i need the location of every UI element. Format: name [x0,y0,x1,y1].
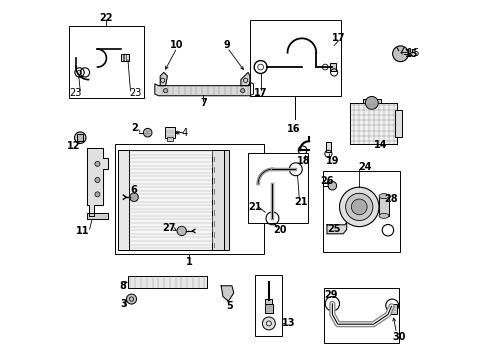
Circle shape [163,89,167,93]
Text: 23: 23 [129,88,141,98]
Bar [224,149,229,250]
Circle shape [95,161,100,166]
Bar [211,149,224,250]
Polygon shape [241,72,249,86]
Bar [362,99,380,103]
Bar [324,288,399,343]
Bar [255,275,282,336]
Circle shape [74,132,86,143]
Text: 19: 19 [325,156,338,166]
Bar [264,304,273,313]
Circle shape [126,294,136,304]
Text: 17: 17 [331,33,345,43]
Bar [325,142,330,152]
Circle shape [95,192,100,197]
Text: 16: 16 [286,124,300,134]
Bar [129,149,211,250]
Circle shape [365,96,378,109]
Bar [378,196,388,216]
Text: 29: 29 [323,290,337,300]
Text: 25: 25 [327,225,340,234]
Text: 27: 27 [162,224,176,233]
Polygon shape [155,82,253,96]
Text: 7: 7 [200,98,206,108]
Polygon shape [221,286,233,301]
Text: 8: 8 [120,281,126,291]
Bar [121,54,128,60]
Bar [167,137,172,140]
Text: 11: 11 [76,226,89,236]
Text: ←4: ←4 [174,128,188,138]
Circle shape [351,199,366,215]
Text: 20: 20 [273,225,286,235]
Text: 6: 6 [130,185,137,195]
Text: 26: 26 [320,176,333,186]
Circle shape [345,193,372,221]
Text: 23: 23 [69,88,81,98]
Bar [115,144,264,253]
Text: 22: 22 [100,13,113,23]
Text: 14: 14 [373,140,386,150]
Text: 10: 10 [169,40,183,50]
Text: 30: 30 [391,332,405,342]
Bar [329,63,336,71]
Circle shape [129,193,138,202]
Polygon shape [160,72,167,86]
Circle shape [240,89,244,93]
Circle shape [339,187,378,226]
Circle shape [392,46,407,62]
Circle shape [327,181,336,190]
Polygon shape [326,222,346,234]
Bar [118,149,129,250]
Bar [164,127,175,138]
Text: 17: 17 [253,88,267,98]
Circle shape [143,129,152,137]
Text: 15: 15 [404,49,417,59]
Circle shape [95,177,100,183]
Bar [86,213,108,220]
Bar [394,110,401,137]
Text: 28: 28 [384,194,398,204]
Circle shape [177,226,186,235]
Text: 21: 21 [294,197,307,207]
Bar [247,153,308,223]
Circle shape [262,317,275,330]
Bar [323,171,399,252]
Text: 1: 1 [185,257,192,267]
Text: 5: 5 [225,301,232,311]
Ellipse shape [378,213,388,219]
Text: 18: 18 [296,156,310,166]
Bar [388,304,396,315]
Text: 21: 21 [247,202,261,212]
Text: 12: 12 [67,140,81,150]
Text: 3: 3 [120,300,126,310]
Bar [77,134,83,141]
Bar [249,21,341,96]
Ellipse shape [378,194,388,199]
Bar [349,103,396,144]
Bar [349,103,396,144]
Text: 2: 2 [131,123,138,133]
Bar [69,26,144,98]
Bar [265,300,272,304]
Text: 13: 13 [281,319,294,328]
Text: 24: 24 [358,162,371,172]
Text: 9: 9 [224,40,230,50]
Polygon shape [86,148,108,216]
Bar [128,276,206,288]
Text: ←15: ←15 [398,48,419,58]
